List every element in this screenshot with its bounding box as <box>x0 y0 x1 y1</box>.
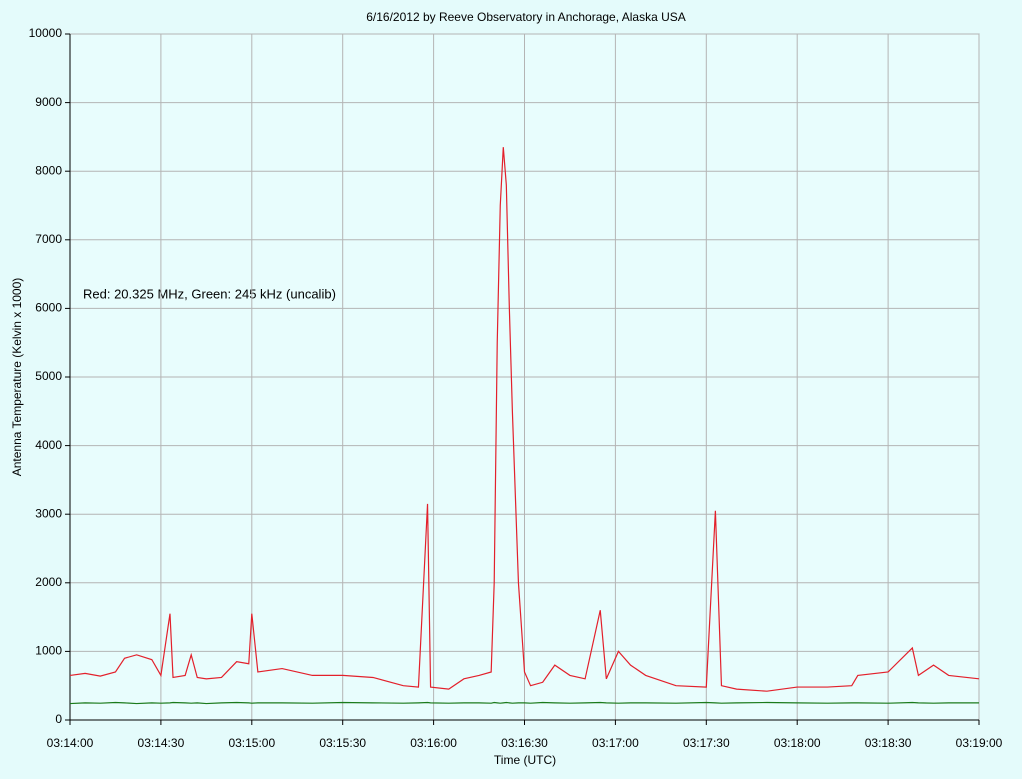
y-tick-label: 5000 <box>35 369 62 383</box>
chart-title: 6/16/2012 by Reeve Observatory in Anchor… <box>366 10 686 24</box>
y-tick-label: 4000 <box>35 438 62 452</box>
y-tick-label: 9000 <box>35 95 62 109</box>
x-tick-label: 03:17:00 <box>592 736 639 750</box>
y-tick-label: 6000 <box>35 301 62 315</box>
y-tick-label: 0 <box>55 712 62 726</box>
x-tick-label: 03:16:00 <box>410 736 457 750</box>
x-tick-label: 03:15:00 <box>228 736 275 750</box>
series-line <box>69 147 980 692</box>
x-axis-label: Time (UTC) <box>494 753 556 767</box>
y-tick-label: 3000 <box>35 506 62 520</box>
y-tick-label: 10000 <box>29 26 63 40</box>
series-line <box>69 701 979 705</box>
x-tick-label: 03:15:30 <box>319 736 366 750</box>
y-tick-label: 7000 <box>35 232 62 246</box>
y-tick-label: 8000 <box>35 163 62 177</box>
x-tick-label: 03:14:30 <box>138 736 185 750</box>
x-tick-label: 03:14:00 <box>47 736 94 750</box>
x-tick-label: 03:17:30 <box>683 736 730 750</box>
x-tick-label: 03:19:00 <box>956 736 1003 750</box>
x-tick-label: 03:16:30 <box>501 736 548 750</box>
y-tick-label: 2000 <box>35 575 62 589</box>
annotation: Red: 20.325 MHz, Green: 245 kHz (uncalib… <box>83 286 336 301</box>
y-axis-label: Antenna Temperature (Kelvin x 1000) <box>10 278 24 477</box>
x-tick-label: 03:18:30 <box>865 736 912 750</box>
y-tick-label: 1000 <box>35 644 62 658</box>
x-tick-label: 03:18:00 <box>774 736 821 750</box>
